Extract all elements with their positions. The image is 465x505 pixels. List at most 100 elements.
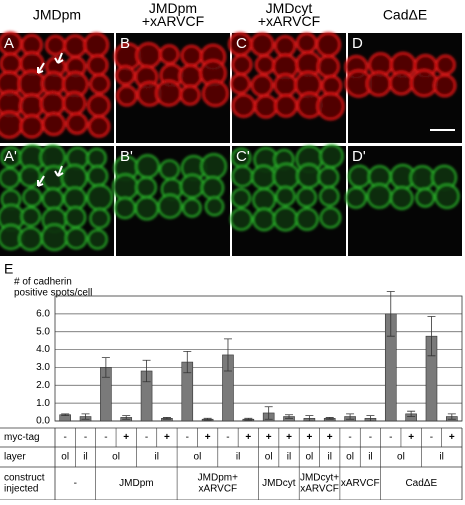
- error-bar: [81, 413, 90, 420]
- cell: [200, 176, 225, 200]
- row-cell: ol: [61, 452, 69, 463]
- cell: [365, 70, 392, 97]
- panel-label: A': [4, 148, 17, 165]
- cell: [231, 53, 253, 76]
- cell: [252, 207, 276, 232]
- row-cell: +: [306, 432, 312, 443]
- panel-label: B': [120, 148, 133, 165]
- cell: [345, 186, 367, 209]
- micrograph: C': [229, 143, 346, 256]
- construct-label: JMDpm: [119, 478, 153, 489]
- cell: [18, 226, 43, 251]
- cell: [19, 114, 44, 139]
- row-cell: -: [84, 432, 87, 443]
- cell: [63, 34, 88, 59]
- cell: [134, 196, 159, 221]
- cell: [62, 91, 87, 116]
- cell: [317, 166, 340, 189]
- cell: [155, 79, 183, 107]
- cell: [252, 187, 277, 212]
- error-bar: [162, 417, 171, 420]
- arrow: [54, 165, 64, 177]
- column-header: +xARVCF: [142, 13, 204, 29]
- cell: [204, 196, 225, 217]
- column-header: JMDpm: [149, 0, 197, 16]
- cell: [296, 163, 322, 189]
- y-tick-label: 1.0: [36, 398, 50, 409]
- construct-label: xARVCF: [300, 484, 339, 495]
- cell: [347, 164, 372, 189]
- column-header: CadΔE: [383, 7, 427, 23]
- micrograph: C: [227, 31, 346, 143]
- cells: [229, 143, 344, 232]
- row-cell: +: [327, 432, 333, 443]
- cell: [135, 154, 160, 179]
- cells: [0, 144, 114, 251]
- cell: [435, 54, 456, 76]
- cell: [250, 32, 275, 57]
- column-header: +xARVCF: [258, 13, 320, 29]
- cell: [254, 54, 276, 76]
- arrow: [54, 52, 64, 64]
- cell: [201, 80, 229, 108]
- cell: [87, 229, 108, 250]
- cell: [295, 32, 318, 54]
- panel-label: C': [236, 148, 250, 165]
- cells: [112, 153, 228, 221]
- row-label: myc-tag: [4, 432, 40, 443]
- row-cell: +: [123, 432, 129, 443]
- panel-label: A: [4, 35, 14, 52]
- cell: [295, 207, 319, 231]
- y-axis-label: positive spots/cell: [14, 288, 92, 299]
- cell: [273, 73, 298, 98]
- row-cell: il: [439, 452, 443, 463]
- y-tick-label: 6.0: [36, 308, 50, 319]
- construct-label: JMDcyt: [262, 478, 296, 489]
- cell: [86, 147, 107, 169]
- row-cell: +: [449, 432, 455, 443]
- cell: [39, 91, 66, 117]
- micrograph: D: [344, 33, 462, 143]
- error-bar: [142, 359, 151, 383]
- row-label: construct: [4, 473, 45, 484]
- y-tick-label: 2.0: [36, 380, 50, 391]
- cell: [272, 162, 300, 191]
- cell: [115, 65, 136, 86]
- row-cell: -: [430, 432, 433, 443]
- cell: [158, 44, 180, 65]
- construct-label: CadΔE: [405, 478, 437, 489]
- row-cell: -: [186, 432, 189, 443]
- cell: [231, 93, 256, 118]
- cell: [83, 32, 110, 58]
- row-cell: -: [369, 432, 372, 443]
- row-cell: -: [348, 432, 351, 443]
- cell: [316, 92, 345, 121]
- cell: [182, 198, 202, 218]
- cell: [275, 186, 296, 207]
- cells: [344, 51, 457, 98]
- error-bar: [325, 417, 334, 420]
- cell: [274, 93, 298, 118]
- cell: [319, 206, 342, 229]
- construct-label: JMDcyt+: [300, 473, 339, 484]
- panel-label: C: [236, 35, 247, 52]
- cells: [227, 31, 345, 121]
- y-tick-label: 0.0: [36, 416, 50, 427]
- row-cell: +: [266, 432, 272, 443]
- error-bar: [264, 406, 273, 420]
- cell: [250, 73, 274, 97]
- row-cell: +: [408, 432, 414, 443]
- cell: [135, 176, 157, 199]
- construct-label: xARVCF: [341, 478, 380, 489]
- cell: [231, 165, 254, 188]
- cell: [0, 52, 22, 75]
- error-bar: [386, 291, 395, 337]
- cell: [65, 112, 89, 135]
- row-cell: +: [205, 432, 211, 443]
- cell: [200, 153, 228, 180]
- error-bar: [447, 413, 456, 420]
- cell: [63, 186, 87, 211]
- cell: [157, 193, 183, 219]
